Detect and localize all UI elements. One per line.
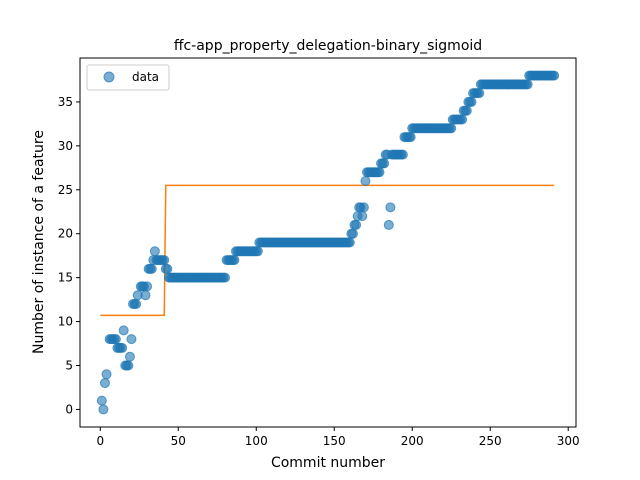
data-point — [124, 351, 135, 362]
legend-box — [86, 64, 170, 91]
x-axis-label: Commit number — [271, 455, 385, 471]
y-tick-label: 30 — [58, 139, 73, 153]
data-point — [229, 255, 240, 266]
data-point — [142, 281, 153, 292]
data-point — [385, 202, 396, 213]
data-point — [522, 79, 533, 90]
data-point — [117, 342, 128, 353]
data-point — [96, 395, 107, 406]
data-point — [110, 334, 121, 345]
axes: 0 50 100 150 200 250 300 0 5 10 15 20 25 30 35 — [58, 57, 580, 448]
x-tick-label: 200 — [401, 434, 424, 448]
x-tick-label: 50 — [171, 434, 186, 448]
y-tick-label: 35 — [58, 95, 73, 109]
data-point — [360, 176, 371, 186]
y-tick-label: 5 — [65, 359, 73, 373]
y-tick-label: 0 — [65, 402, 73, 416]
data-point — [383, 219, 394, 230]
data-point — [446, 123, 457, 134]
data-point — [159, 255, 170, 266]
data-point — [118, 325, 129, 336]
data-point — [101, 369, 112, 380]
data-point — [99, 378, 110, 389]
data-point — [252, 246, 263, 257]
data-point — [457, 114, 468, 125]
data-point — [397, 149, 408, 160]
data-points-layer — [96, 70, 560, 415]
fit-line-layer — [100, 184, 555, 317]
data-point — [123, 360, 134, 371]
data-point — [140, 290, 151, 301]
data-point — [358, 202, 369, 213]
data-point — [98, 404, 109, 415]
data-point — [126, 334, 137, 345]
data-point — [374, 167, 385, 178]
y-tick-label: 15 — [58, 271, 73, 285]
data-point — [549, 70, 560, 81]
x-tick-label: 300 — [557, 434, 580, 448]
x-tick-label: 150 — [323, 434, 346, 448]
data-point — [162, 263, 173, 274]
data-point — [131, 299, 142, 309]
x-tick-label: 250 — [479, 434, 502, 448]
data-point — [347, 228, 358, 239]
x-tick-label: 100 — [245, 434, 268, 448]
chart-title: ffc-app_property_delegation-binary_sigmo… — [174, 38, 482, 54]
x-tick-label: 0 — [96, 434, 104, 448]
data-point — [379, 158, 390, 169]
y-tick-label: 25 — [58, 183, 73, 197]
data-point — [357, 211, 368, 222]
data-point — [466, 96, 477, 107]
axes-frame — [79, 57, 577, 428]
data-point — [149, 246, 160, 257]
data-point — [220, 272, 231, 283]
legend-marker-data — [103, 71, 115, 83]
data-point — [405, 132, 416, 143]
data-point — [351, 219, 362, 230]
legend: data — [86, 64, 170, 91]
y-tick-label: 10 — [58, 315, 73, 329]
fit-line — [100, 184, 555, 317]
legend-label-data: data — [132, 70, 159, 84]
data-point — [461, 105, 472, 116]
y-axis-label: Number of instance of a feature — [31, 130, 47, 354]
data-point — [344, 237, 355, 248]
y-tick-label: 20 — [58, 227, 73, 241]
data-point — [474, 88, 485, 99]
data-point — [146, 263, 157, 274]
